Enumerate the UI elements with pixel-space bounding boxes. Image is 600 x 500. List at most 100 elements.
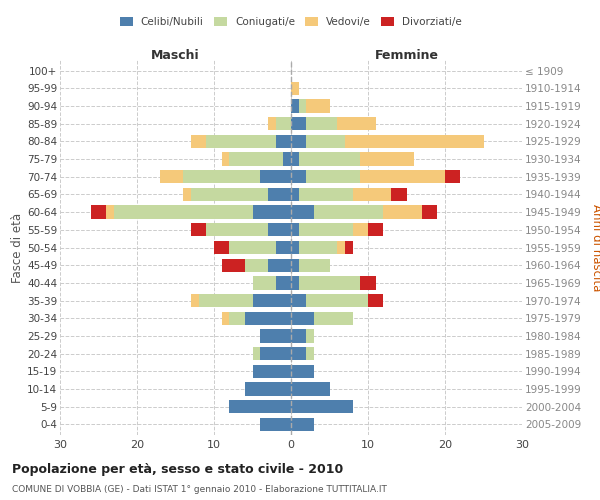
Bar [291, 382, 329, 396]
Bar [91, 206, 106, 219]
Bar [106, 206, 114, 219]
Bar [260, 418, 291, 431]
Bar [291, 276, 299, 289]
Bar [291, 223, 299, 236]
Bar [206, 134, 275, 148]
Bar [360, 276, 376, 289]
Bar [183, 170, 260, 183]
Bar [368, 294, 383, 307]
Bar [245, 382, 291, 396]
Bar [307, 294, 368, 307]
Bar [360, 152, 414, 166]
Bar [253, 206, 291, 219]
Bar [299, 188, 353, 201]
Bar [260, 330, 291, 342]
Bar [291, 241, 299, 254]
Bar [291, 206, 314, 219]
Bar [283, 152, 291, 166]
Text: Popolazione per età, sesso e stato civile - 2010: Popolazione per età, sesso e stato civil… [12, 462, 343, 475]
Bar [114, 206, 253, 219]
Bar [353, 188, 391, 201]
Text: COMUNE DI VOBBIA (GE) - Dati ISTAT 1° gennaio 2010 - Elaborazione TUTTITALIA.IT: COMUNE DI VOBBIA (GE) - Dati ISTAT 1° ge… [12, 485, 387, 494]
Bar [229, 241, 275, 254]
Y-axis label: Anni di nascita: Anni di nascita [590, 204, 600, 291]
Bar [245, 312, 291, 325]
Bar [307, 347, 314, 360]
Bar [268, 188, 291, 201]
Bar [291, 188, 299, 201]
Bar [291, 258, 299, 272]
Bar [183, 188, 191, 201]
Bar [268, 223, 291, 236]
Bar [260, 347, 291, 360]
Bar [291, 364, 314, 378]
Bar [353, 223, 368, 236]
Bar [307, 330, 314, 342]
Bar [253, 364, 291, 378]
Bar [299, 276, 360, 289]
Bar [345, 134, 484, 148]
Bar [160, 170, 183, 183]
Bar [199, 294, 253, 307]
Bar [191, 294, 199, 307]
Bar [229, 400, 291, 413]
Text: Femmine: Femmine [374, 49, 439, 62]
Bar [345, 241, 353, 254]
Bar [299, 152, 360, 166]
Bar [291, 170, 307, 183]
Bar [368, 223, 383, 236]
Bar [360, 170, 445, 183]
Bar [206, 223, 268, 236]
Bar [268, 117, 275, 130]
Bar [299, 258, 329, 272]
Bar [222, 258, 245, 272]
Bar [275, 276, 291, 289]
Bar [314, 206, 383, 219]
Bar [191, 188, 268, 201]
Bar [291, 312, 314, 325]
Legend: Celibi/Nubili, Coniugati/e, Vedovi/e, Divorziati/e: Celibi/Nubili, Coniugati/e, Vedovi/e, Di… [116, 12, 466, 31]
Bar [307, 117, 337, 130]
Bar [391, 188, 407, 201]
Bar [314, 312, 353, 325]
Bar [299, 100, 307, 112]
Bar [291, 117, 307, 130]
Bar [191, 134, 206, 148]
Bar [222, 312, 229, 325]
Bar [299, 223, 353, 236]
Bar [291, 100, 299, 112]
Bar [337, 117, 376, 130]
Bar [291, 152, 299, 166]
Bar [253, 347, 260, 360]
Bar [275, 117, 291, 130]
Bar [245, 258, 268, 272]
Bar [291, 134, 307, 148]
Bar [291, 82, 299, 95]
Bar [291, 400, 353, 413]
Bar [307, 134, 345, 148]
Text: Maschi: Maschi [151, 49, 200, 62]
Bar [229, 152, 283, 166]
Bar [275, 134, 291, 148]
Bar [291, 347, 307, 360]
Bar [291, 418, 314, 431]
Bar [222, 152, 229, 166]
Bar [445, 170, 460, 183]
Bar [383, 206, 422, 219]
Bar [307, 170, 360, 183]
Bar [191, 223, 206, 236]
Bar [422, 206, 437, 219]
Y-axis label: Fasce di età: Fasce di età [11, 212, 24, 282]
Bar [253, 294, 291, 307]
Bar [260, 170, 291, 183]
Bar [299, 241, 337, 254]
Bar [275, 241, 291, 254]
Bar [268, 258, 291, 272]
Bar [229, 312, 245, 325]
Bar [291, 330, 307, 342]
Bar [307, 100, 329, 112]
Bar [253, 276, 275, 289]
Bar [291, 294, 307, 307]
Bar [337, 241, 345, 254]
Bar [214, 241, 229, 254]
